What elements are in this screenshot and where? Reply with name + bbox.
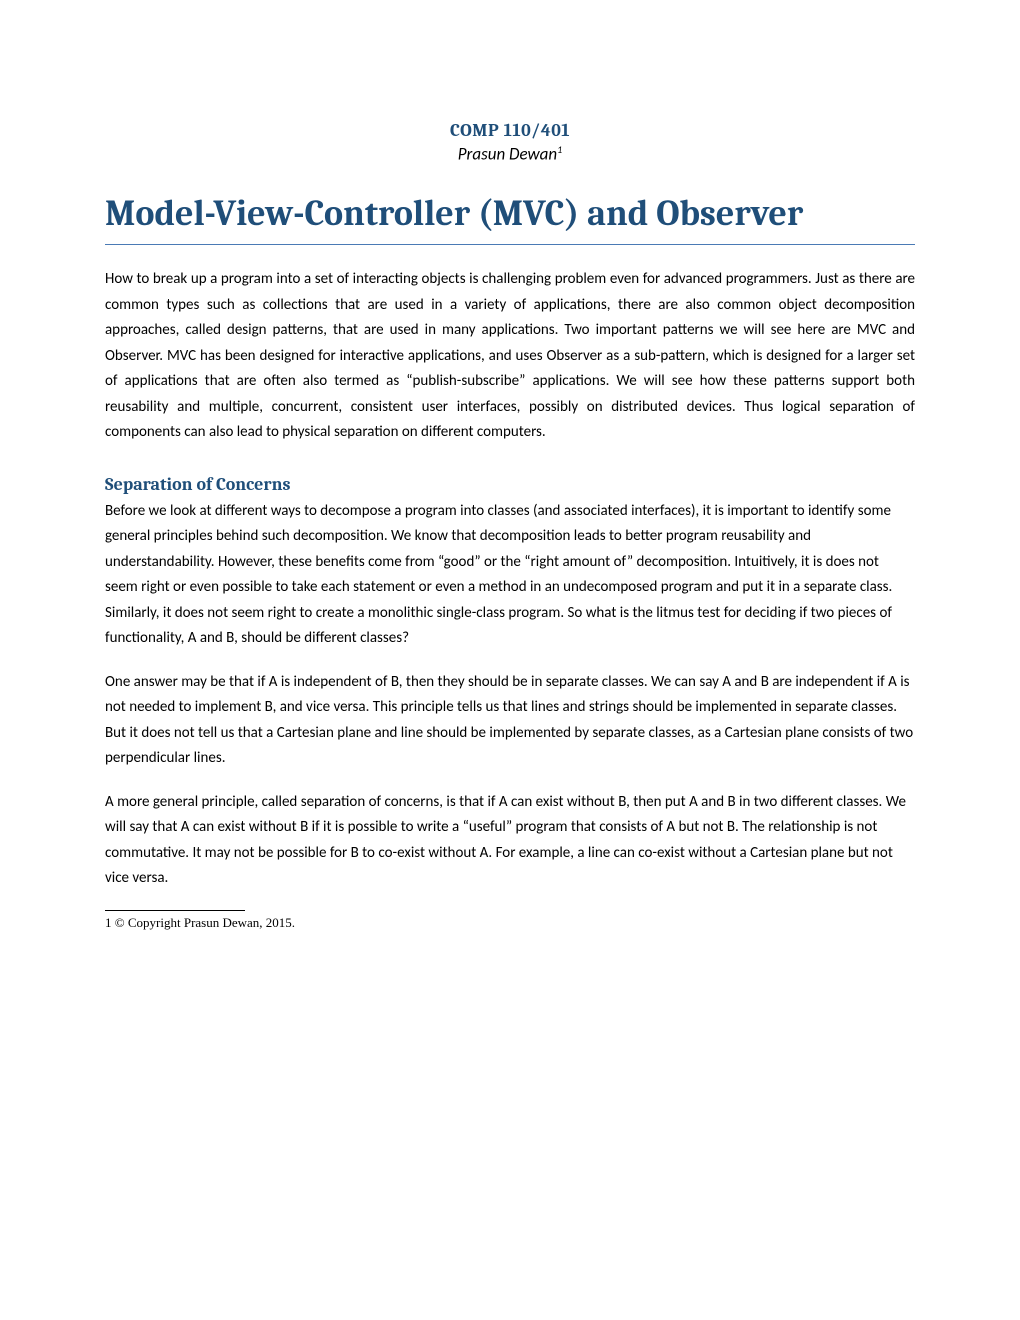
page-title: Model-View-Controller (MVC) and Observer [105, 193, 915, 234]
header-block: COMP 110/401 Prasun Dewan1 [105, 120, 915, 165]
footnote-rule [105, 910, 245, 911]
section1-p3: A more general principle, called separat… [105, 790, 915, 892]
footnote-text: © Copyright Prasun Dewan, 2015. [112, 915, 296, 930]
intro-paragraph: How to break up a program into a set of … [105, 267, 915, 446]
section1-p1: Before we look at different ways to deco… [105, 499, 915, 652]
course-code: COMP 110/401 [105, 120, 915, 141]
footnote: 1 © Copyright Prasun Dewan, 2015. [105, 915, 915, 931]
section1-p2: One answer may be that if A is independe… [105, 670, 915, 772]
footnote-mark: 1 [557, 143, 562, 156]
title-rule [105, 244, 915, 245]
author-name: Prasun Dewan [458, 144, 557, 165]
section-heading-separation: Separation of Concerns [105, 474, 915, 495]
author-line: Prasun Dewan1 [105, 143, 915, 165]
